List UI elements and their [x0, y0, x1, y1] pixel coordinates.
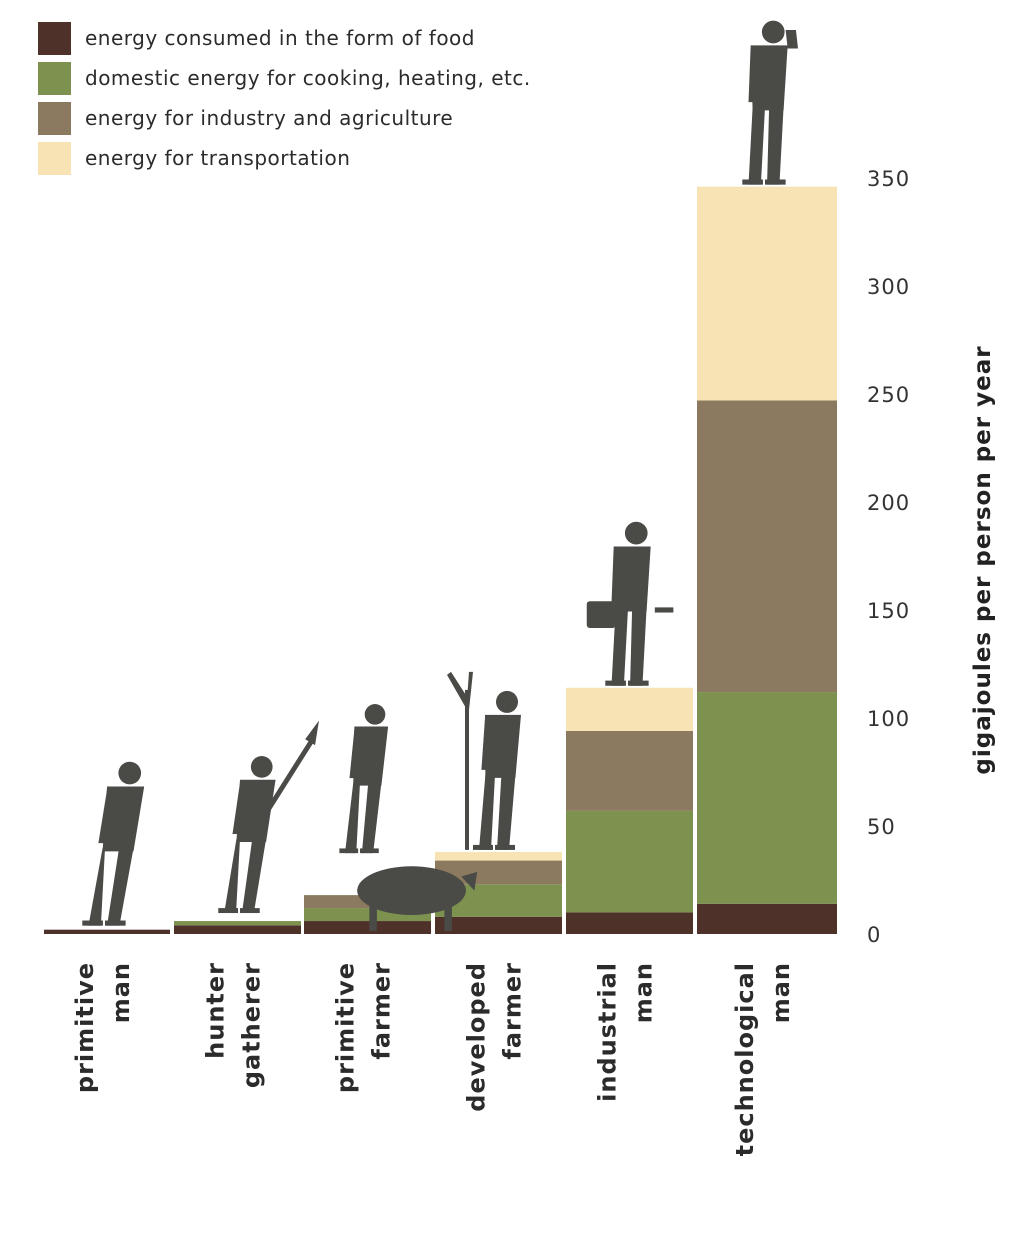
technological-man-icon: [742, 20, 798, 185]
bar-segment-food: [435, 916, 562, 934]
category-label: technological: [731, 962, 759, 1156]
primitive-farmer-icon: [339, 704, 478, 931]
bar-segment-domestic: [174, 921, 301, 926]
legend-swatch-food: [38, 22, 71, 55]
industrial-man-icon: [586, 521, 674, 686]
legend-swatch-industry: [38, 102, 71, 135]
bar-segment-food: [44, 929, 170, 934]
hunter-gatherer-icon: [218, 720, 319, 914]
bar-segment-industry: [697, 400, 837, 693]
bar-segment-transportation: [697, 186, 837, 401]
bar-segment-food: [566, 912, 693, 934]
bar-group-4: [566, 687, 693, 934]
category-label: man: [107, 962, 135, 1023]
legend-swatch-domestic: [38, 62, 71, 95]
bar-segment-domestic: [697, 692, 837, 904]
category-label: developed: [463, 962, 491, 1112]
y-tick-label: 0: [867, 923, 881, 947]
category-label: gatherer: [238, 962, 266, 1088]
y-tick-label: 250: [867, 383, 910, 407]
primitive-man-icon: [82, 761, 145, 926]
developed-farmer-icon: [447, 671, 521, 850]
legend-label-industry: energy for industry and agriculture: [85, 106, 454, 130]
y-tick-label: 100: [867, 707, 910, 731]
y-tick-label: 150: [867, 599, 910, 623]
y-tick-label: 350: [867, 167, 910, 191]
bar-segment-food: [697, 903, 837, 934]
bar-segment-domestic: [566, 810, 693, 913]
legend-label-transportation: energy for transportation: [85, 146, 351, 170]
bar-group-0: [44, 929, 170, 934]
category-label: farmer: [368, 962, 396, 1060]
y-tick-label: 300: [867, 275, 910, 299]
bar-group-5: [697, 186, 837, 934]
category-label: man: [767, 962, 795, 1023]
category-label: primitive: [332, 962, 360, 1093]
bar-segment-industry: [566, 730, 693, 811]
y-tick-label: 50: [867, 815, 896, 839]
bar-segment-food: [174, 925, 301, 934]
y-axis-title: gigajoules per person per year: [970, 345, 996, 774]
category-label: primitive: [71, 962, 99, 1093]
category-label: industrial: [594, 962, 622, 1102]
legend-label-food: energy consumed in the form of food: [85, 26, 475, 50]
bar-group-1: [174, 921, 301, 934]
bar-segment-transportation: [435, 851, 562, 861]
bar-segment-transportation: [566, 687, 693, 731]
legend-label-domestic: domestic energy for cooking, heating, et…: [85, 66, 531, 90]
legend-swatch-transportation: [38, 142, 71, 175]
category-label: hunter: [202, 962, 230, 1059]
bar-segment-food: [304, 921, 431, 934]
category-label: man: [630, 962, 658, 1023]
category-label: farmer: [499, 962, 527, 1060]
y-tick-label: 200: [867, 491, 910, 515]
